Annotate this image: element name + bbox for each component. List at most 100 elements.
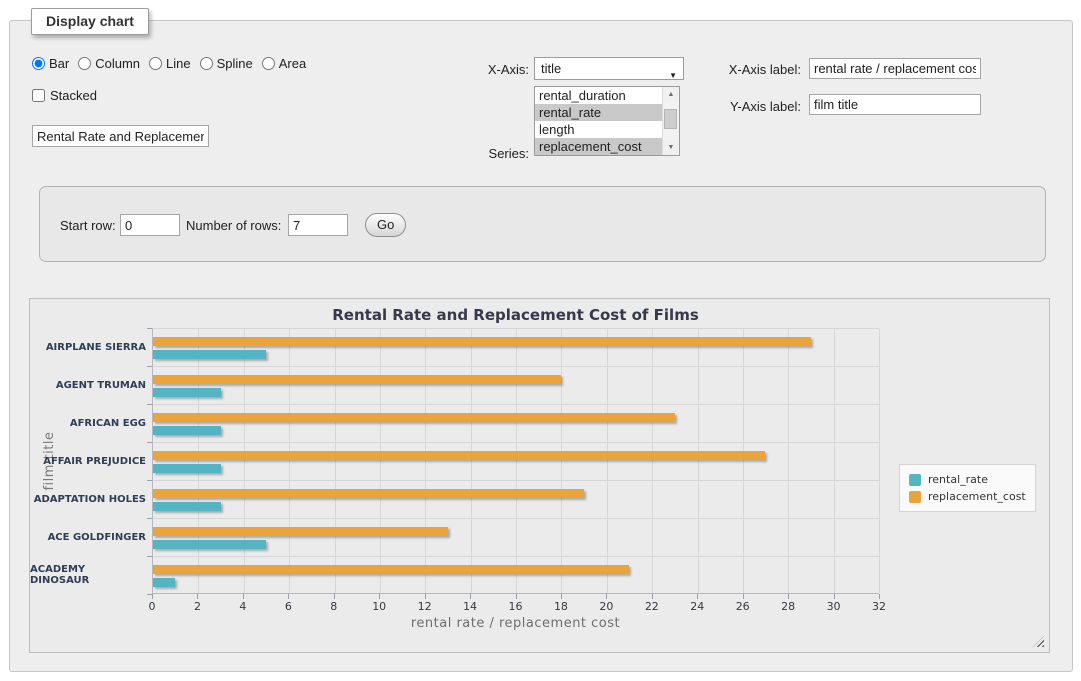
x-tick-mark	[197, 594, 198, 599]
chart-type-option-label: Line	[166, 56, 191, 71]
bar-rental_rate[interactable]	[153, 502, 221, 511]
x-axis-label-label: X-Axis label:	[691, 62, 801, 77]
y-tick-mark	[147, 480, 152, 481]
stacked-option[interactable]: Stacked	[32, 88, 97, 103]
x-tick-label: 24	[690, 600, 704, 613]
legend-swatch-icon	[909, 491, 921, 503]
legend-label: replacement_cost	[928, 490, 1026, 503]
resize-handle-icon[interactable]	[1033, 636, 1044, 647]
bar-replacement_cost[interactable]	[153, 451, 765, 460]
start-row-input[interactable]	[120, 214, 180, 236]
x-tick-label: 30	[827, 600, 841, 613]
x-tick-label: 4	[239, 600, 246, 613]
category-label: ACADEMY DINOSAUR	[30, 556, 146, 594]
y-axis-label-input[interactable]	[809, 94, 981, 115]
x-tick-label: 2	[194, 600, 201, 613]
x-tick-mark	[879, 594, 880, 599]
chart-type-option-column[interactable]: Column	[78, 56, 140, 71]
category-axis-labels: AIRPLANE SIERRAAGENT TRUMANAFRICAN EGGAF…	[30, 328, 146, 594]
scrollbar-thumb[interactable]	[664, 109, 677, 129]
x-tick-mark	[152, 594, 153, 599]
x-tick-label: 18	[554, 600, 568, 613]
series-option-rental_rate[interactable]: rental_rate	[535, 104, 662, 121]
x-tick-mark	[516, 594, 517, 599]
bar-group-african-egg	[153, 405, 879, 443]
category-label: AGENT TRUMAN	[30, 366, 146, 404]
gridline	[879, 329, 880, 593]
y-tick-mark	[147, 518, 152, 519]
scroll-up-icon[interactable]: ▲	[663, 87, 679, 102]
series-scrollbar[interactable]: ▲ ▼	[662, 87, 679, 155]
chart-type-option-spline[interactable]: Spline	[200, 56, 253, 71]
category-label: ADAPTATION HOLES	[30, 480, 146, 518]
go-button[interactable]: Go	[365, 213, 406, 237]
chart-type-radio[interactable]	[149, 57, 162, 70]
x-tick-label: 16	[509, 600, 523, 613]
series-option-rental_duration[interactable]: rental_duration	[535, 87, 662, 104]
chart-type-radio[interactable]	[32, 57, 45, 70]
plot-area	[152, 328, 879, 594]
chart-type-option-label: Spline	[217, 56, 253, 71]
chart-title-input[interactable]	[32, 125, 209, 147]
bar-replacement_cost[interactable]	[153, 565, 629, 574]
chart-type-radio[interactable]	[200, 57, 213, 70]
bar-rental_rate[interactable]	[153, 464, 221, 473]
x-tick-label: 32	[872, 600, 886, 613]
bar-rental_rate[interactable]	[153, 350, 266, 359]
stacked-checkbox[interactable]	[32, 89, 45, 102]
legend-item-replacement_cost[interactable]: replacement_cost	[909, 490, 1026, 503]
chart-type-option-area[interactable]: Area	[262, 56, 306, 71]
x-tick-label: 10	[372, 600, 386, 613]
x-tick-label: 22	[645, 600, 659, 613]
x-tick-label: 8	[330, 600, 337, 613]
legend-swatch-icon	[909, 474, 921, 486]
x-tick-mark	[334, 594, 335, 599]
chart-type-radio[interactable]	[78, 57, 91, 70]
scrollbar-track[interactable]	[663, 102, 679, 140]
bar-group-academy-dinosaur	[153, 557, 879, 595]
series-option-replacement_cost[interactable]: replacement_cost	[535, 138, 662, 155]
x-axis-select-label: X-Axis:	[419, 62, 529, 77]
x-tick-label: 14	[463, 600, 477, 613]
bar-rental_rate[interactable]	[153, 426, 221, 435]
panel-title: Display chart	[31, 8, 149, 35]
start-row-label: Start row:	[60, 218, 116, 233]
x-tick-label: 0	[149, 600, 156, 613]
bar-rental_rate[interactable]	[153, 578, 175, 587]
x-tick-label: 20	[599, 600, 613, 613]
bar-replacement_cost[interactable]	[153, 527, 448, 536]
x-tick-mark	[379, 594, 380, 599]
x-axis-label-input[interactable]	[809, 58, 981, 79]
x-tick-label: 26	[736, 600, 750, 613]
y-tick-mark	[147, 556, 152, 557]
bar-replacement_cost[interactable]	[153, 375, 561, 384]
bar-replacement_cost[interactable]	[153, 337, 811, 346]
number-of-rows-label: Number of rows:	[186, 218, 281, 233]
chart-type-option-bar[interactable]: Bar	[32, 56, 69, 71]
x-tick-label: 28	[781, 600, 795, 613]
series-multiselect[interactable]: rental_durationrental_ratelengthreplacem…	[534, 86, 680, 156]
y-tick-mark	[147, 442, 152, 443]
stacked-label: Stacked	[50, 88, 97, 103]
bar-rental_rate[interactable]	[153, 540, 266, 549]
x-axis-title: rental rate / replacement cost	[152, 616, 879, 631]
chart-type-radio[interactable]	[262, 57, 275, 70]
series-option-length[interactable]: length	[535, 121, 662, 138]
bar-replacement_cost[interactable]	[153, 413, 675, 422]
bar-group-airplane-sierra	[153, 329, 879, 367]
row-range-panel: Start row: Number of rows: Go	[39, 186, 1046, 262]
number-of-rows-input[interactable]	[288, 214, 348, 236]
x-axis-tick-labels: 02468101214161820222426283032	[152, 600, 879, 614]
scroll-down-icon[interactable]: ▼	[663, 140, 679, 155]
bar-group-affair-prejudice	[153, 443, 879, 481]
series-options: rental_durationrental_ratelengthreplacem…	[535, 87, 662, 155]
x-tick-mark	[561, 594, 562, 599]
display-chart-fieldset: Display chart BarColumnLineSplineArea St…	[9, 20, 1073, 672]
legend-item-rental_rate[interactable]: rental_rate	[909, 473, 1026, 486]
x-axis-select[interactable]: title ▼	[534, 57, 684, 80]
chart-type-option-line[interactable]: Line	[149, 56, 191, 71]
bar-replacement_cost[interactable]	[153, 489, 584, 498]
bar-rental_rate[interactable]	[153, 388, 221, 397]
bar-group-agent-truman	[153, 367, 879, 405]
y-tick-mark	[147, 328, 152, 329]
